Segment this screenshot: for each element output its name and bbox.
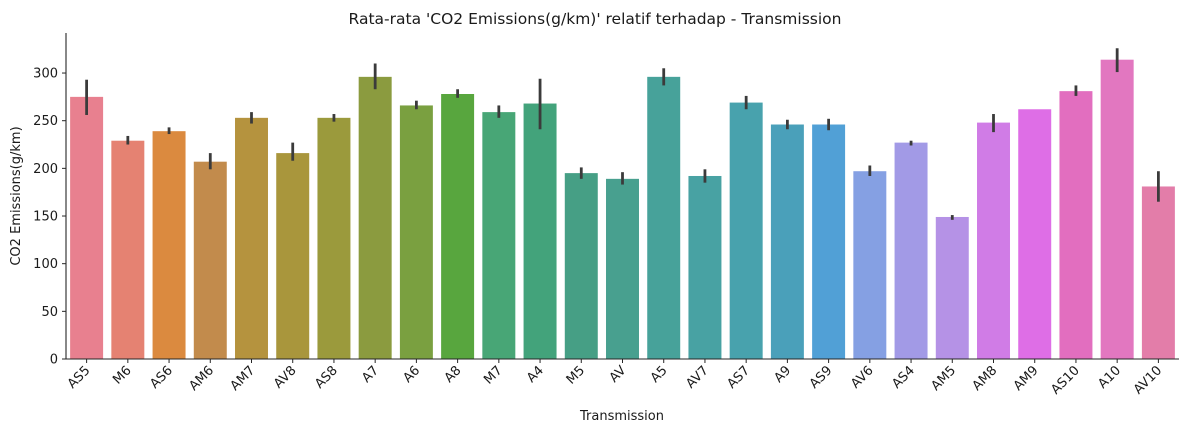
bar-am6	[193, 161, 227, 359]
bar-m6	[111, 140, 145, 359]
x-tick-label: A6	[400, 363, 423, 386]
bar-a10	[1100, 59, 1134, 359]
y-tick-label: 250	[33, 114, 58, 129]
x-tick-label: A9	[771, 363, 794, 386]
bar-av10	[1141, 186, 1175, 359]
x-tick-label: AM5	[928, 363, 959, 394]
bar-am7	[235, 117, 268, 359]
bar-av	[606, 178, 639, 359]
bar-a6	[399, 105, 433, 359]
bar-a5	[647, 76, 681, 359]
bar-a4	[523, 103, 557, 359]
x-tick-label: AM8	[970, 363, 1001, 394]
x-tick-label: M6	[110, 363, 134, 387]
x-tick-label: AM9	[1011, 363, 1042, 394]
x-tick-label: AS8	[312, 363, 341, 392]
bar-as8	[317, 117, 351, 359]
x-tick-label: AS4	[889, 363, 918, 392]
y-tick-label: 100	[33, 257, 58, 272]
x-tick-label: A5	[648, 363, 671, 386]
bar-m7	[482, 112, 516, 359]
x-tick-label: AS6	[147, 363, 176, 392]
bar-am8	[977, 122, 1010, 359]
x-tick-label: AM7	[228, 363, 259, 394]
x-tick-label: A8	[442, 363, 465, 386]
x-tick-label: M7	[481, 363, 505, 387]
x-tick-label: A7	[359, 363, 382, 386]
chart-title: Rata-rata 'CO2 Emissions(g/km)' relatif …	[349, 10, 842, 28]
bar-as4	[894, 142, 928, 359]
error-bars-group	[85, 48, 1160, 220]
bar-a8	[441, 94, 475, 359]
bar-a7	[358, 76, 392, 359]
x-tick-label: AV8	[271, 363, 299, 391]
bar-as9	[812, 124, 846, 359]
bar-av6	[853, 171, 887, 359]
x-tick-label: M5	[564, 363, 588, 387]
y-tick-label: 200	[33, 162, 58, 177]
bar-as10	[1059, 91, 1093, 359]
y-tick-label: 300	[33, 67, 58, 82]
y-tick-label: 50	[41, 305, 58, 320]
bar-as5	[70, 96, 104, 360]
x-tick-label: AM6	[186, 363, 217, 394]
x-tick-label: AS7	[724, 363, 753, 392]
x-axis-label: Transmission	[579, 409, 664, 424]
bars-group	[70, 59, 1175, 360]
y-tick-label: 150	[33, 210, 58, 225]
x-tick-label: AV7	[683, 363, 711, 391]
bar-as7	[729, 102, 763, 360]
x-tick-label: A4	[524, 363, 547, 386]
y-axis-label: CO2 Emissions(g/km)	[9, 126, 24, 265]
x-tick-label: AS5	[65, 363, 94, 392]
bar-am5	[935, 216, 969, 359]
bar-am9	[1018, 109, 1052, 359]
bar-av7	[688, 175, 722, 359]
x-tick-label: AS10	[1048, 363, 1082, 397]
x-tick-label: AS9	[807, 363, 836, 392]
x-tick-label: AV10	[1131, 363, 1165, 397]
x-ticks-group: AS5 M6 AS6 AM6 AM7 AV8 AS8 A7 A6 A8 M7 A4 M5 AV A5 AV7 A…	[65, 359, 1165, 398]
bar-as6	[152, 131, 186, 359]
y-tick-label: 0	[50, 353, 58, 368]
bar-m5	[564, 173, 598, 359]
x-tick-label: A10	[1095, 363, 1124, 392]
bar-a9	[770, 124, 804, 359]
bar-av8	[276, 153, 310, 359]
y-ticks-group: 0 50 100 150 200 250 300	[33, 67, 66, 368]
x-tick-label: AV6	[848, 363, 876, 391]
x-tick-label: AV	[607, 363, 630, 386]
